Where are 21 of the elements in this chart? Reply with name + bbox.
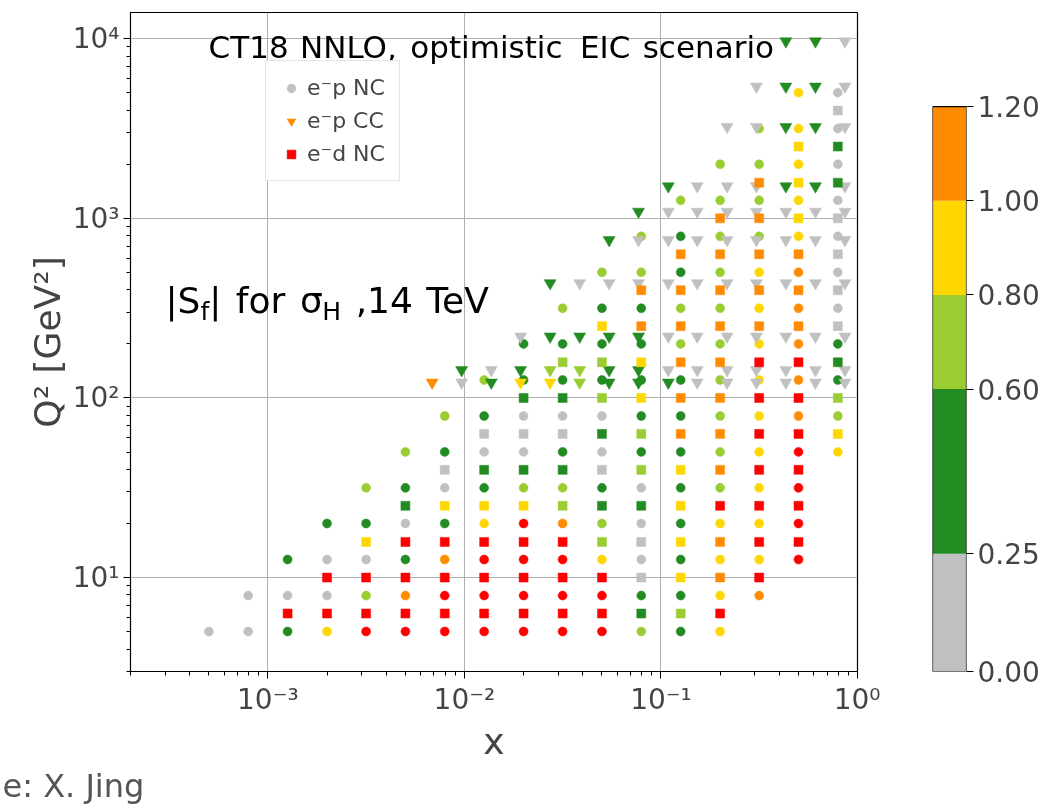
legend-label: e⁻p CC <box>307 108 384 133</box>
color-bar-label: 0.00 <box>977 656 1040 689</box>
x-tick-label: 10⁻² <box>433 682 496 716</box>
y-tick-label: 10⁴ <box>72 22 120 56</box>
y-tick-label: 10³ <box>72 201 120 235</box>
x-tick-label: 10⁰ <box>833 682 881 716</box>
color-bar-label: 1.20 <box>977 91 1040 125</box>
color-bar-label: 0.25 <box>977 538 1040 572</box>
y-tick-label: 10² <box>72 381 120 415</box>
x-tick-label: 10⁻³ <box>237 682 299 716</box>
color-bar-label: 0.80 <box>977 279 1040 313</box>
annotation: CT18 NNLO, optimistic EIC scenario <box>208 28 774 65</box>
text: e: X. Jing <box>2 766 145 804</box>
x-tick-label: 10⁻¹ <box>630 682 692 716</box>
color-bar-label: 0.60 <box>977 373 1040 407</box>
legend-label: e⁻p NC <box>307 75 385 100</box>
color-bar-label: 1.00 <box>977 185 1040 219</box>
legend-label: e⁻d NC <box>307 141 385 166</box>
y-tick-label: 10¹ <box>72 561 120 595</box>
y-axis-title: Q² [GeV²] <box>26 256 68 428</box>
x-axis-title: x <box>483 720 505 762</box>
